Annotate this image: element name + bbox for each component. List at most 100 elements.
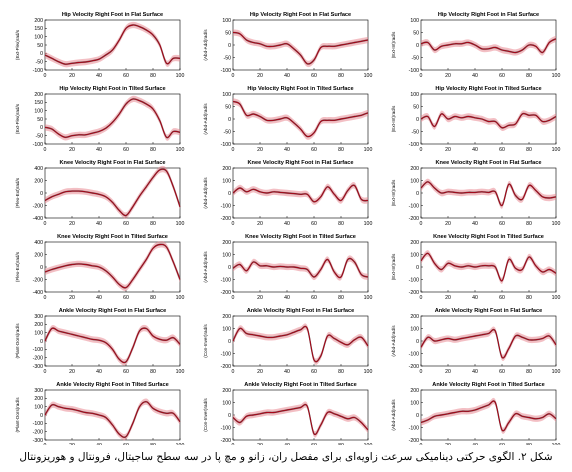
x-tick-label: 100 xyxy=(176,73,185,79)
chart-panel-r1c2: Hip Velocity Right Foot in Flat Surface (… xyxy=(203,12,372,79)
y-tick-label: 100 xyxy=(222,400,231,406)
chart-panel-r3c2: Knee Velocity Right Foot in Flat Surface… xyxy=(203,160,372,227)
y-tick-label: -100 xyxy=(221,68,231,74)
y-tick-label: 0 xyxy=(416,339,419,345)
x-tick-label: 20 xyxy=(445,369,451,375)
y-axis-label: (Con-Inver)rad/s xyxy=(203,398,208,432)
y-axis-label: (Ext-Flex)rad/s xyxy=(15,103,20,134)
chart-title: Knee Velocity Right Foot in Tilted Surfa… xyxy=(245,234,356,240)
x-tick-label: 0 xyxy=(420,221,423,227)
sd-band-red xyxy=(421,250,556,284)
y-axis-label: (Abd-Add)rad/s xyxy=(203,29,208,61)
x-tick-label: 80 xyxy=(526,369,532,375)
x-tick-label: 0 xyxy=(232,147,235,153)
chart-title: Ankle Velocity Right Foot in Tilted Surf… xyxy=(432,382,544,388)
sd-band-red xyxy=(45,324,180,366)
x-tick-label: 100 xyxy=(364,295,373,301)
y-tick-label: 200 xyxy=(34,18,43,24)
x-tick-label: 0 xyxy=(420,147,423,153)
y-tick-label: -200 xyxy=(33,429,43,435)
y-tick-label: 50 xyxy=(413,104,419,110)
x-tick-label: 80 xyxy=(150,147,156,153)
chart-panel-r2c2: Hip Velocity Right Foot in Tilted Surfac… xyxy=(203,86,372,153)
x-tick-label: 40 xyxy=(284,73,290,79)
x-tick-label: 20 xyxy=(69,73,75,79)
series-line-mean-red xyxy=(44,327,181,363)
y-tick-label: 50 xyxy=(225,30,231,36)
x-tick-label: 40 xyxy=(96,221,102,227)
y-axis-label: (Abd-Add)rad/s xyxy=(391,325,396,357)
y-axis-label: (Con-Inver)rad/s xyxy=(203,324,208,358)
x-tick-label: 40 xyxy=(284,369,290,375)
series-line-mean-red xyxy=(44,401,181,438)
x-tick-label: 0 xyxy=(420,369,423,375)
y-tick-label: 100 xyxy=(410,178,419,184)
y-tick-label: 0 xyxy=(228,413,231,419)
x-tick-label: 0 xyxy=(44,147,47,153)
y-tick-label: 200 xyxy=(410,240,419,246)
y-tick-label: 0 xyxy=(416,191,419,197)
y-tick-label: 50 xyxy=(413,30,419,36)
y-tick-label: -300 xyxy=(33,438,43,444)
y-tick-label: 100 xyxy=(34,404,43,410)
y-tick-label: 0 xyxy=(40,413,43,419)
y-tick-label: 150 xyxy=(34,100,43,106)
x-tick-label: 40 xyxy=(284,221,290,227)
series-line-mean-red xyxy=(232,101,369,138)
y-axis-label: (Ext-Int)rad/s xyxy=(391,105,396,132)
y-tick-label: 100 xyxy=(34,330,43,336)
x-tick-label: 40 xyxy=(284,295,290,301)
y-tick-label: 100 xyxy=(222,326,231,332)
x-tick-label: 40 xyxy=(472,295,478,301)
x-tick-label: 20 xyxy=(257,221,263,227)
y-tick-label: 100 xyxy=(410,18,419,24)
chart-title: Ankle Velocity Right Foot in Tilted Surf… xyxy=(56,382,168,388)
y-tick-label: -100 xyxy=(221,351,231,357)
x-tick-label: 20 xyxy=(445,73,451,79)
series-line-mean-red xyxy=(420,181,557,206)
x-tick-label: 60 xyxy=(123,147,129,153)
chart-panel-r5c2: Ankle Velocity Right Foot in Flat Surfac… xyxy=(203,308,372,375)
x-tick-label: 60 xyxy=(123,73,129,79)
sd-band-red xyxy=(45,398,180,441)
x-tick-label: 60 xyxy=(123,295,129,301)
x-tick-label: 0 xyxy=(232,369,235,375)
x-tick-label: 0 xyxy=(232,73,235,79)
x-tick-label: 100 xyxy=(364,73,373,79)
series-line-mean-red xyxy=(232,32,369,65)
chart-title: Hip Velocity Right Foot in Tilted Surfac… xyxy=(247,86,353,92)
y-tick-label: 0 xyxy=(416,265,419,271)
y-axis-label: (Abd-Add)rad/s xyxy=(391,399,396,431)
y-tick-label: 200 xyxy=(34,396,43,402)
plot-frame xyxy=(232,315,369,367)
y-tick-label: 50 xyxy=(37,117,43,123)
x-tick-label: 20 xyxy=(69,221,75,227)
chart-title: Ankle Velocity Right Foot in Flat Surfac… xyxy=(435,308,543,314)
x-tick-label: 0 xyxy=(44,295,47,301)
y-tick-label: 200 xyxy=(34,322,43,328)
x-tick-label: 60 xyxy=(311,73,317,79)
y-tick-label: 100 xyxy=(410,252,419,258)
chart-panel-r6c1: Ankle Velocity Right Foot in Tilted Surf… xyxy=(15,382,184,445)
x-tick-label: 100 xyxy=(176,295,185,301)
y-tick-label: -200 xyxy=(33,203,43,209)
x-tick-label: 0 xyxy=(44,73,47,79)
x-tick-label: 80 xyxy=(338,147,344,153)
x-tick-label: 40 xyxy=(472,147,478,153)
sd-band-red xyxy=(45,95,180,141)
y-tick-label: 100 xyxy=(34,108,43,114)
x-tick-label: 100 xyxy=(176,221,185,227)
y-tick-label: 200 xyxy=(34,252,43,258)
y-tick-label: 0 xyxy=(40,191,43,197)
x-tick-label: 80 xyxy=(338,73,344,79)
figure-caption: شکل ۲. الگوی حرکتی دینامیکی سرعت زاویه‌ا… xyxy=(19,451,553,463)
y-tick-label: 0 xyxy=(228,117,231,123)
y-tick-label: -400 xyxy=(33,216,43,222)
y-tick-label: 200 xyxy=(222,314,231,320)
chart-title: Knee Velocity Right Foot in Flat Surface xyxy=(60,160,166,166)
y-axis-label: (Abd-Add)rad/s xyxy=(203,251,208,283)
y-tick-label: 100 xyxy=(34,34,43,40)
chart-title: Hip Velocity Right Foot in Flat Surface xyxy=(438,12,539,18)
chart-panel-r6c2: Ankle Velocity Right Foot in Tilted Surf… xyxy=(203,382,372,445)
y-axis-label: (Ext-Int)rad/s xyxy=(391,179,396,206)
